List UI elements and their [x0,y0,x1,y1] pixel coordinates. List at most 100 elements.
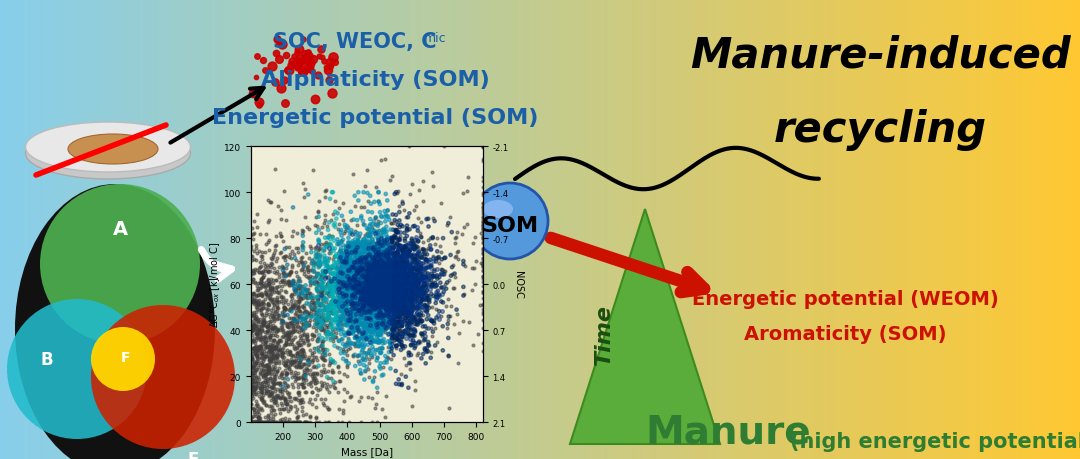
Point [321,280,338,287]
Point [276,330,294,337]
Point [356,330,374,338]
Point [369,230,387,237]
Point [386,286,403,294]
Point [395,282,413,290]
Point [366,302,383,309]
Point [377,284,394,291]
Point [351,367,368,374]
Point [342,296,360,303]
Point [474,309,491,316]
Point [420,263,437,271]
Point [333,298,350,305]
Point [345,287,362,294]
Point [368,304,386,311]
Point [387,281,404,289]
Point [364,343,381,351]
Point [298,332,315,340]
Point [264,353,281,360]
Point [343,261,361,268]
Point [324,309,341,317]
Point [345,352,362,359]
Point [292,347,309,355]
Point [429,275,446,283]
Point [380,259,397,266]
Point [257,361,274,369]
Point [381,294,399,301]
Point [376,359,393,366]
Point [401,311,418,319]
Point [265,336,282,343]
Point [354,302,372,309]
Point [257,265,274,273]
Point [382,309,400,316]
Point [377,191,394,198]
Point [271,279,288,286]
Point [245,297,262,305]
Point [377,281,394,288]
Point [251,280,268,287]
Point [289,278,307,285]
Point [390,293,407,301]
Point [388,262,405,269]
Point [354,344,372,352]
Point [362,292,379,300]
Point [391,246,408,253]
Point [354,260,372,268]
Point [376,302,393,310]
Point [391,285,408,293]
Point [379,239,396,246]
Point [399,257,416,264]
Point [279,401,296,408]
Point [400,289,417,297]
Point [338,258,355,266]
Point [360,284,377,291]
Point [399,313,416,320]
Point [313,324,330,331]
Point [338,317,355,324]
Point [248,326,266,334]
Point [355,298,373,306]
Point [390,270,407,278]
Point [373,297,390,304]
Point [392,229,409,236]
Point [360,313,377,320]
Point [395,284,413,291]
Point [297,376,314,384]
Point [246,410,264,418]
Point [375,305,392,312]
Point [247,298,265,306]
Point [349,271,366,278]
Point [380,286,397,293]
Point [308,413,325,420]
Point [339,276,356,284]
Point [274,406,292,413]
Point [374,284,391,291]
Point [333,303,350,310]
Point [365,347,382,354]
Point [369,266,387,273]
Point [384,250,402,257]
Point [365,268,382,275]
Point [367,304,384,311]
Point [377,218,394,225]
Point [359,350,376,357]
Point [363,269,380,276]
Point [294,398,311,406]
Point [387,270,404,277]
Point [380,254,397,262]
Point [399,254,416,261]
Point [257,319,274,326]
Point [391,259,408,267]
Point [291,328,308,336]
Bar [8,0,11,459]
Point [336,285,353,292]
Point [303,274,321,281]
Point [443,273,460,280]
Point [330,318,348,325]
Point [355,335,373,342]
Point [271,298,288,306]
Point [376,323,393,330]
Point [278,371,295,379]
Point [383,317,401,324]
Point [365,285,382,293]
